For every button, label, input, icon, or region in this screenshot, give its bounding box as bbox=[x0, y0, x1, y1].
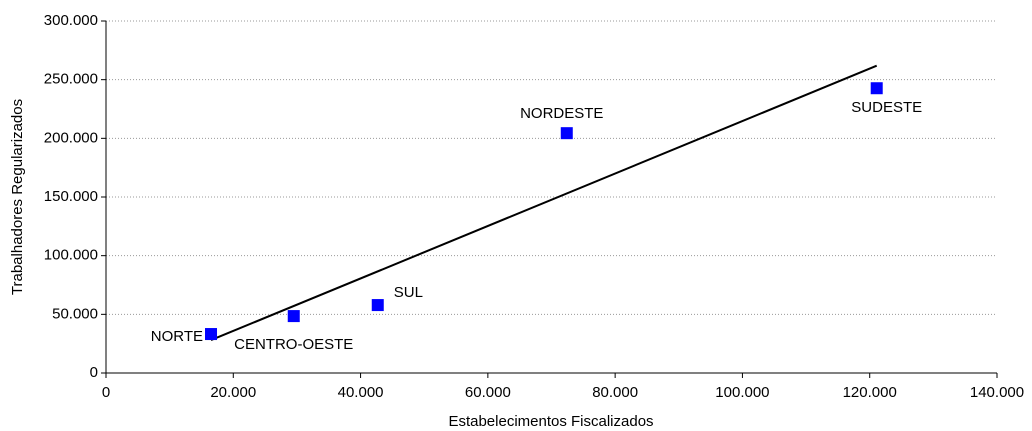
x-tick-label: 120.000 bbox=[843, 384, 897, 401]
x-axis-label: Estabelecimentos Fiscalizados bbox=[448, 413, 653, 430]
point bbox=[870, 82, 883, 95]
x-tick-label: 60.000 bbox=[465, 384, 511, 401]
x-tick-label: 80.000 bbox=[592, 384, 638, 401]
y-axis-label: Trabalhadores Regularizados bbox=[9, 99, 26, 295]
point-label: SUL bbox=[394, 284, 423, 301]
trend-line bbox=[210, 64, 878, 342]
y-tick-label: 0 bbox=[90, 364, 98, 381]
x-tick-label: 20.000 bbox=[210, 384, 256, 401]
point bbox=[371, 299, 384, 312]
point bbox=[205, 328, 218, 341]
point bbox=[287, 310, 300, 323]
point-label: NORDESTE bbox=[520, 105, 603, 122]
y-tick-label: 150.000 bbox=[44, 188, 98, 205]
y-tick-label: 250.000 bbox=[44, 71, 98, 88]
point-label: NORTE bbox=[151, 328, 203, 345]
x-tick-label: 140.000 bbox=[970, 384, 1024, 401]
x-tick-label: 40.000 bbox=[338, 384, 384, 401]
y-tick-label: 200.000 bbox=[44, 129, 98, 146]
point-label: CENTRO-OESTE bbox=[234, 336, 353, 353]
y-tick-label: 100.000 bbox=[44, 247, 98, 264]
y-tick-label: 300.000 bbox=[44, 12, 98, 29]
y-tick-label: 50.000 bbox=[52, 305, 98, 322]
x-tick-label: 100.000 bbox=[715, 384, 769, 401]
point bbox=[560, 127, 573, 140]
x-tick-label: 0 bbox=[102, 384, 110, 401]
point-label: SUDESTE bbox=[851, 99, 922, 116]
